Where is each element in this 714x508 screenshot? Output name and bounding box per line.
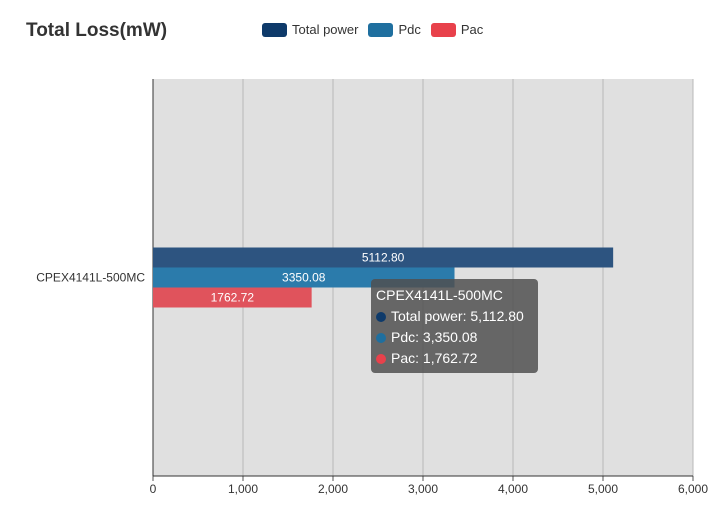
x-tick-label: 4,000 bbox=[498, 482, 528, 496]
legend-swatch-total-power bbox=[262, 22, 287, 37]
tooltip-row-pdc: Pdc: 3,350.08 bbox=[376, 327, 533, 348]
tooltip-dot-total-power bbox=[376, 311, 386, 322]
legend: Total power Pdc Pac bbox=[262, 22, 483, 37]
legend-label-pac: Pac bbox=[460, 22, 484, 37]
bar-total-power bbox=[153, 247, 614, 268]
legend-label-total-power: Total power bbox=[292, 22, 359, 37]
x-tick-label: 0 bbox=[150, 482, 157, 496]
x-tick-label: 2,000 bbox=[318, 482, 348, 496]
tooltip-text-total-power: Total power: 5,112.80 bbox=[391, 308, 524, 324]
tooltip-dot-pdc bbox=[376, 332, 386, 343]
tooltip: CPEX4141L-500MC Total power: 5,112.80 Pd… bbox=[371, 279, 538, 373]
x-tick-label: 5,000 bbox=[588, 482, 618, 496]
x-tick-label: 6,000 bbox=[678, 482, 708, 496]
bar-label: 1762.72 bbox=[211, 291, 255, 305]
tooltip-title: CPEX4141L-500MC bbox=[376, 287, 503, 303]
chart-title: Total Loss(mW) bbox=[26, 20, 168, 41]
bar-label: 5112.80 bbox=[362, 251, 405, 265]
tooltip-dot-pac bbox=[376, 353, 386, 364]
x-tick-label: 1,000 bbox=[228, 482, 258, 496]
legend-item-total-power[interactable]: Total power bbox=[262, 22, 358, 37]
bar-label: 3350.08 bbox=[282, 271, 326, 285]
tooltip-row-pac: Pac: 1,762.72 bbox=[376, 348, 533, 369]
y-category-label: CPEX4141L-500MC bbox=[36, 271, 145, 285]
legend-item-pac[interactable]: Pac bbox=[430, 22, 484, 37]
x-tick-label: 3,000 bbox=[408, 482, 438, 496]
tooltip-text-pac: Pac: 1,762.72 bbox=[391, 350, 478, 366]
legend-swatch-pac bbox=[430, 22, 456, 37]
legend-item-pdc[interactable]: Pdc bbox=[368, 22, 421, 37]
tooltip-text-pdc: Pdc: 3,350.08 bbox=[391, 329, 478, 345]
legend-swatch-pdc bbox=[368, 22, 394, 37]
tooltip-row-total-power: Total power: 5,112.80 bbox=[376, 306, 533, 327]
bar-pac bbox=[153, 287, 312, 308]
legend-label-pdc: Pdc bbox=[398, 22, 421, 37]
